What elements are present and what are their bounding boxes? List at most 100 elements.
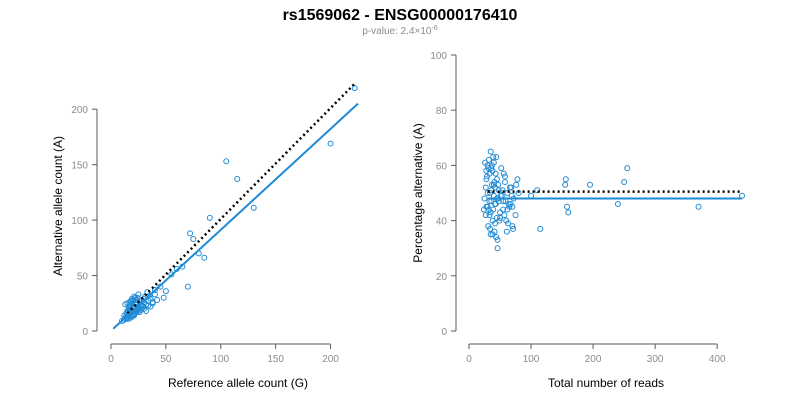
right-data-point [487, 225, 494, 232]
left-x-tick-label: 150 [267, 354, 284, 365]
right-data-point [505, 220, 512, 227]
right-x-tick-label: 0 [466, 354, 472, 365]
right-data-point [483, 173, 490, 180]
right-data-point [491, 178, 498, 185]
right-data-point [494, 245, 501, 252]
right-y-tick-label: 60 [436, 161, 448, 172]
left-y-tick-label: 200 [71, 105, 88, 116]
right-data-point [614, 201, 621, 208]
right-data-point [528, 192, 535, 199]
left-data-point [250, 204, 257, 211]
right-data-point [481, 195, 488, 202]
left-data-point [132, 294, 139, 301]
left-x-tick-label: 50 [160, 354, 172, 365]
left-x-tick-label: 100 [212, 354, 229, 365]
right-data-point [493, 154, 500, 161]
left-y-tick-label: 0 [82, 327, 88, 338]
right-data-point [482, 212, 489, 219]
right-data-point [488, 187, 495, 194]
right-data-point [562, 181, 569, 188]
right-data-point [565, 209, 572, 216]
right-y-tick-label: 20 [436, 272, 448, 283]
left-data-point [151, 286, 158, 293]
left-points [118, 85, 358, 325]
right-data-point [513, 181, 520, 188]
right-data-point [503, 228, 510, 235]
right-x-tick-label: 400 [709, 354, 726, 365]
right-y-tick-label: 40 [436, 217, 448, 228]
left-data-point [160, 294, 167, 301]
right-data-point [486, 212, 493, 219]
right-data-point [504, 190, 511, 196]
right-data-point [482, 159, 489, 166]
right-data-point [490, 181, 497, 188]
right-data-point [501, 212, 508, 219]
right-data-point [509, 223, 516, 230]
right-data-point [497, 214, 504, 221]
left-data-point [351, 85, 358, 92]
left-data-point [168, 271, 175, 278]
right-data-point [586, 181, 593, 188]
left-y-tick-label: 150 [71, 161, 88, 172]
right-data-point [483, 167, 490, 174]
right-x-axis-label: Total number of reads [548, 376, 664, 390]
left-x-tick-label: 0 [108, 354, 114, 365]
right-data-point [514, 176, 521, 183]
right-data-point [500, 170, 507, 177]
left-data-point [146, 292, 153, 299]
left-x-tick-label: 200 [322, 354, 339, 365]
right-data-point [621, 178, 628, 185]
right-data-point [695, 203, 702, 210]
right-data-point [500, 206, 507, 213]
right-y-tick-label: 0 [441, 327, 447, 338]
right-data-point [739, 192, 745, 199]
right-data-point [564, 203, 571, 210]
left-data-point [129, 312, 136, 319]
left-y-axis-label: Alternative allele count (A) [51, 136, 65, 276]
plot-title: rs1569062 - ENSG00000176410 [283, 7, 518, 24]
right-data-point [624, 165, 631, 172]
right-data-point [510, 225, 517, 232]
left-data-point [135, 291, 142, 298]
right-data-point [488, 165, 495, 172]
left-panel: Reference allele count (G) Alternative a… [51, 82, 359, 390]
right-data-point [487, 209, 494, 216]
right-data-point [534, 187, 541, 194]
right-data-point [488, 162, 495, 169]
left-reference-line [126, 82, 356, 315]
left-data-point [147, 303, 154, 310]
plot-subtitle: p-value: 2.4×10-6 [362, 25, 438, 37]
left-data-point [190, 235, 197, 242]
right-data-point [507, 201, 514, 208]
left-fit-line [112, 102, 359, 330]
left-data-point [131, 311, 138, 318]
right-y-tick-label: 80 [436, 106, 448, 117]
right-data-point [496, 217, 503, 224]
subtitle-exponent: -6 [431, 25, 437, 32]
right-data-point [492, 201, 499, 208]
right-data-point [562, 176, 569, 183]
left-data-point [234, 176, 241, 183]
right-data-point [494, 236, 501, 243]
right-data-point [483, 176, 490, 183]
left-data-point [327, 140, 334, 147]
right-data-point [490, 154, 497, 161]
left-data-point [143, 308, 150, 315]
right-x-tick-label: 200 [585, 354, 602, 365]
right-data-point [489, 231, 496, 238]
right-data-point [501, 178, 508, 185]
right-data-point [485, 156, 492, 163]
right-data-point [498, 165, 505, 172]
right-y-axis-label: Percentage alternative (A) [411, 123, 425, 262]
right-data-point [492, 220, 499, 227]
left-data-point [122, 301, 129, 308]
right-data-point [487, 148, 494, 155]
left-y-tick-label: 50 [77, 272, 89, 283]
right-panel: Total number of reads Percentage alterna… [411, 51, 745, 390]
right-data-point [512, 212, 519, 219]
right-data-point [505, 201, 512, 208]
left-data-point [184, 283, 191, 290]
left-y-tick-label: 100 [71, 216, 88, 227]
